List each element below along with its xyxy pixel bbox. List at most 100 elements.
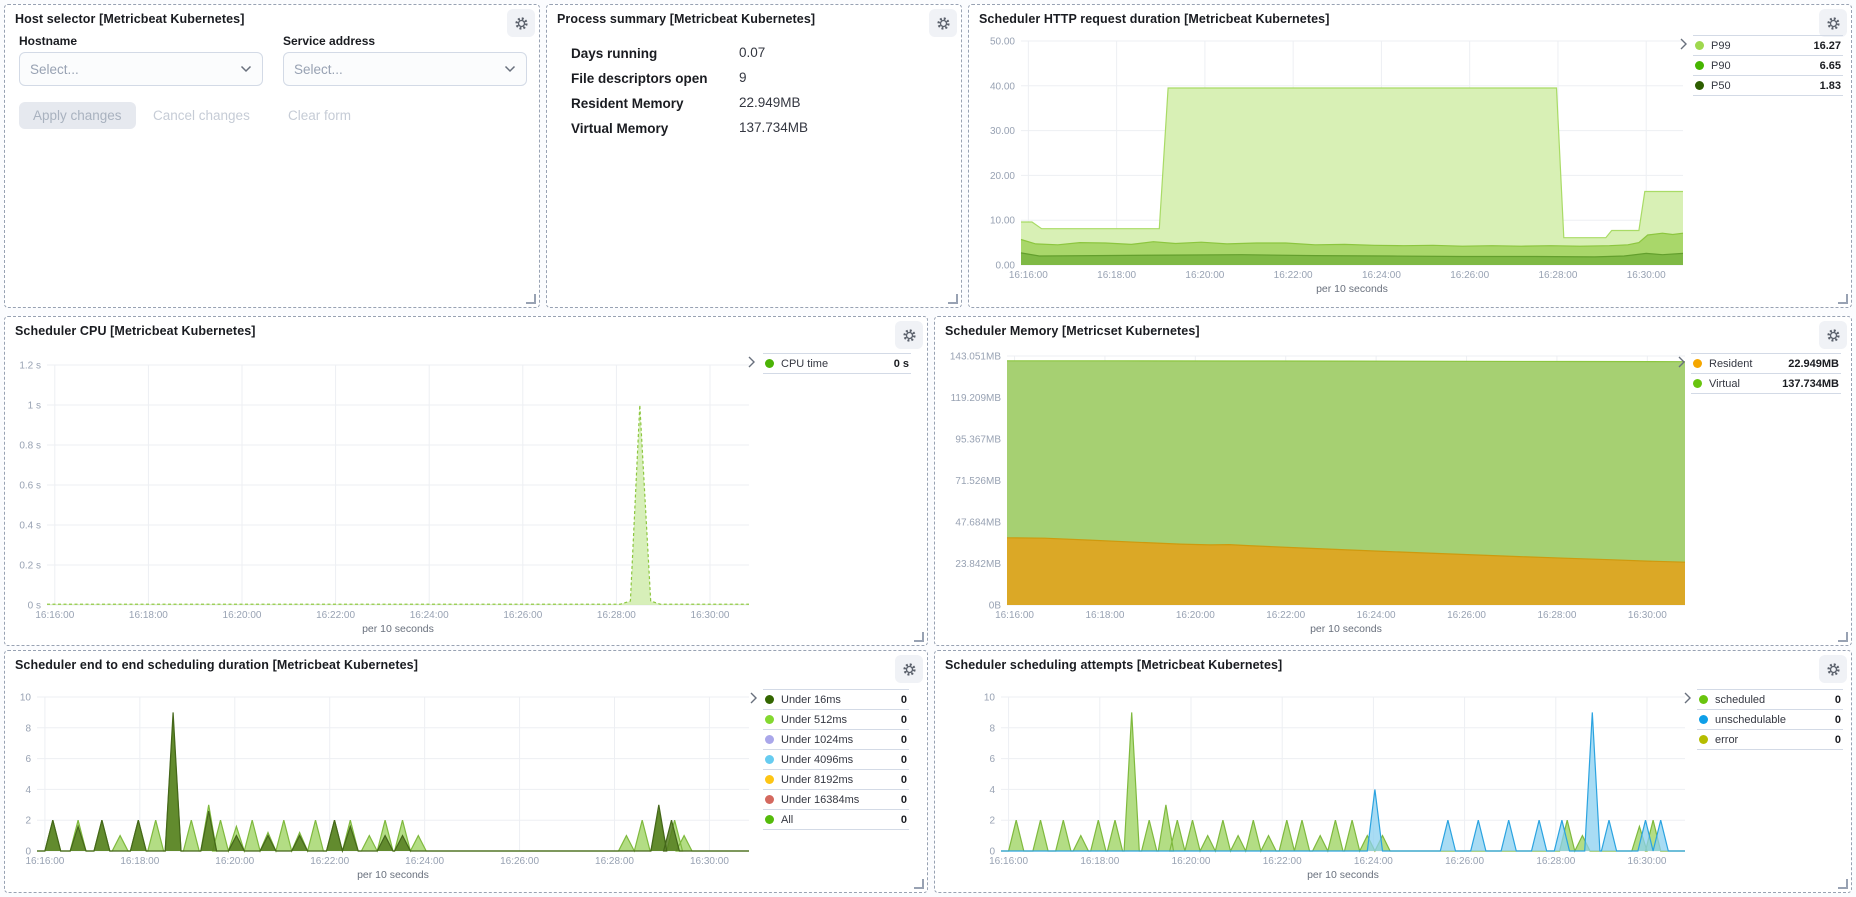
scheduling-attempts-chart[interactable]: 0 2 4 6 8 10 16:16:00 16:18:00 16:20:00 16:22:00 1… bbox=[941, 671, 1691, 883]
svg-text:0: 0 bbox=[989, 847, 995, 858]
legend-toggle-chevron-icon[interactable] bbox=[1679, 37, 1687, 55]
legend-item[interactable]: Resident 22.949MB bbox=[1691, 354, 1841, 374]
summary-label: Resident Memory bbox=[571, 96, 684, 111]
panel-title[interactable]: Scheduler end to end scheduling duration… bbox=[15, 658, 418, 672]
panel-settings-gear-icon[interactable] bbox=[1819, 321, 1847, 349]
legend-series-dot bbox=[765, 735, 774, 744]
panel-settings-gear-icon[interactable] bbox=[1819, 655, 1847, 683]
apply-changes-button[interactable]: Apply changes bbox=[19, 102, 136, 129]
svg-text:per 10 seconds: per 10 seconds bbox=[357, 869, 429, 881]
panel-title[interactable]: Scheduler scheduling attempts [Metricbea… bbox=[945, 658, 1283, 672]
legend-item[interactable]: unschedulable 0 bbox=[1697, 710, 1843, 730]
gear-icon bbox=[936, 16, 950, 30]
summary-label: Days running bbox=[571, 46, 658, 61]
panel-title[interactable]: Scheduler HTTP request duration [Metricb… bbox=[979, 12, 1330, 26]
legend-series-dot bbox=[1695, 41, 1704, 50]
gear-icon bbox=[1826, 662, 1840, 676]
resize-handle[interactable] bbox=[1838, 294, 1848, 304]
svg-text:119.209MB: 119.209MB bbox=[951, 393, 1002, 404]
legend-series-dot bbox=[765, 695, 774, 704]
cancel-changes-button[interactable]: Cancel changes bbox=[153, 102, 250, 129]
hostname-label: Hostname bbox=[19, 34, 78, 48]
panel-settings-gear-icon[interactable] bbox=[507, 9, 535, 37]
legend-series-dot bbox=[1699, 735, 1708, 744]
scheduler-cpu-chart[interactable]: 0 s 0.2 s 0.4 s 0.6 s 0.8 s 1 s 1.2 s 16:16:00 1… bbox=[11, 339, 755, 639]
http-duration-chart[interactable]: 0.00 10.00 20.00 30.00 40.00 50.00 16:16:00 16:… bbox=[975, 29, 1687, 305]
legend-toggle-chevron-icon[interactable] bbox=[747, 355, 755, 373]
legend-series-value: 0 bbox=[900, 793, 907, 806]
legend-toggle-chevron-icon[interactable] bbox=[1677, 355, 1685, 373]
legend-series-value: 1.83 bbox=[1819, 79, 1841, 92]
svg-text:8: 8 bbox=[989, 723, 995, 734]
legend-series-value: 0 bbox=[900, 753, 907, 766]
svg-text:16:30:00: 16:30:00 bbox=[690, 856, 729, 867]
panel-settings-gear-icon[interactable] bbox=[1819, 9, 1847, 37]
svg-text:16:26:00: 16:26:00 bbox=[503, 610, 542, 621]
legend-item[interactable]: Under 1024ms 0 bbox=[763, 730, 909, 750]
legend-series-value: 0 bbox=[900, 693, 907, 706]
svg-text:16:20:00: 16:20:00 bbox=[1185, 270, 1224, 281]
legend-item[interactable]: Under 16ms 0 bbox=[763, 690, 909, 710]
legend-item[interactable]: P99 16.27 bbox=[1693, 36, 1843, 56]
svg-text:16:26:00: 16:26:00 bbox=[1445, 856, 1484, 867]
legend-item[interactable]: P90 6.65 bbox=[1693, 56, 1843, 76]
summary-label: File descriptors open bbox=[571, 71, 708, 86]
panel-title[interactable]: Scheduler CPU [Metricbeat Kubernetes] bbox=[15, 324, 256, 338]
clear-form-button[interactable]: Clear form bbox=[288, 102, 351, 129]
svg-text:16:30:00: 16:30:00 bbox=[691, 610, 730, 621]
svg-text:16:22:00: 16:22:00 bbox=[1274, 270, 1313, 281]
chevron-down-icon bbox=[504, 65, 516, 73]
service-address-select[interactable]: Select... bbox=[283, 52, 527, 86]
resize-handle[interactable] bbox=[1838, 632, 1848, 642]
hostname-select[interactable]: Select... bbox=[19, 52, 263, 86]
legend-toggle-chevron-icon[interactable] bbox=[749, 691, 757, 709]
legend-series-label: Under 1024ms bbox=[781, 733, 854, 746]
svg-text:16:24:00: 16:24:00 bbox=[1354, 856, 1393, 867]
summary-value: 137.734MB bbox=[739, 120, 809, 135]
legend-item[interactable]: Virtual 137.734MB bbox=[1691, 374, 1841, 394]
legend-series-dot bbox=[1699, 695, 1708, 704]
legend-item[interactable]: error 0 bbox=[1697, 730, 1843, 750]
svg-text:95.367MB: 95.367MB bbox=[955, 435, 1001, 446]
scheduler-memory-chart[interactable]: 0B 23.842MB 47.684MB 71.526MB 95.367MB 119.20… bbox=[941, 339, 1691, 639]
chart-legend: Under 16ms 0 Under 512ms 0 Under 1024ms 0 Unde… bbox=[763, 689, 909, 830]
legend-series-dot bbox=[1695, 61, 1704, 70]
legend-item[interactable]: Under 16384ms 0 bbox=[763, 790, 909, 810]
svg-text:16:18:00: 16:18:00 bbox=[120, 856, 159, 867]
panel-settings-gear-icon[interactable] bbox=[929, 9, 957, 37]
resize-handle[interactable] bbox=[948, 294, 958, 304]
legend-item[interactable]: scheduled 0 bbox=[1697, 690, 1843, 710]
resize-handle[interactable] bbox=[526, 294, 536, 304]
scheduling-duration-chart[interactable]: 0 2 4 6 8 10 16:16:00 16:18:00 16:20:00 16:22:00 1… bbox=[11, 671, 755, 883]
resize-handle[interactable] bbox=[1838, 879, 1848, 889]
legend-item[interactable]: Under 512ms 0 bbox=[763, 710, 909, 730]
panel-title[interactable]: Scheduler Memory [Metricset Kubernetes] bbox=[945, 324, 1200, 338]
legend-series-value: 22.949MB bbox=[1788, 357, 1839, 370]
legend-item[interactable]: Under 8192ms 0 bbox=[763, 770, 909, 790]
svg-text:0.4 s: 0.4 s bbox=[19, 521, 41, 532]
legend-item[interactable]: P50 1.83 bbox=[1693, 76, 1843, 96]
svg-text:per 10 seconds: per 10 seconds bbox=[362, 623, 434, 635]
svg-text:10: 10 bbox=[984, 693, 996, 704]
summary-value: 0.07 bbox=[739, 45, 766, 60]
legend-series-label: error bbox=[1715, 733, 1739, 746]
legend-toggle-chevron-icon[interactable] bbox=[1683, 691, 1691, 709]
svg-text:0.6 s: 0.6 s bbox=[19, 481, 41, 492]
svg-text:16:18:00: 16:18:00 bbox=[129, 610, 168, 621]
legend-item[interactable]: CPU time 0 s bbox=[763, 354, 911, 374]
legend-item[interactable]: All 0 bbox=[763, 810, 909, 830]
resize-handle[interactable] bbox=[914, 879, 924, 889]
legend-item[interactable]: Under 4096ms 0 bbox=[763, 750, 909, 770]
panel-title[interactable]: Host selector [Metricbeat Kubernetes] bbox=[15, 12, 245, 26]
panel-settings-gear-icon[interactable] bbox=[895, 655, 923, 683]
svg-text:16:16:00: 16:16:00 bbox=[35, 610, 74, 621]
legend-series-value: 0 bbox=[900, 733, 907, 746]
legend-series-label: P99 bbox=[1711, 39, 1731, 52]
chart-legend: CPU time 0 s bbox=[763, 353, 911, 374]
svg-text:16:30:00: 16:30:00 bbox=[1628, 610, 1667, 621]
svg-text:1 s: 1 s bbox=[28, 401, 41, 412]
resize-handle[interactable] bbox=[914, 632, 924, 642]
panel-title[interactable]: Process summary [Metricbeat Kubernetes] bbox=[557, 12, 816, 26]
panel-settings-gear-icon[interactable] bbox=[895, 321, 923, 349]
legend-series-value: 0 bbox=[900, 813, 907, 826]
